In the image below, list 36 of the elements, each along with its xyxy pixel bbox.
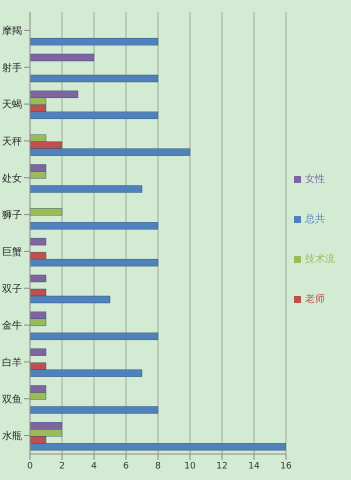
x-tick-label: 0 [27,461,34,472]
x-tick-label: 12 [216,461,228,472]
legend-label: 技术流 [305,254,335,265]
y-tick-label: 摩羯 [2,24,22,37]
bar [30,185,142,193]
x-tick-label: 8 [155,461,162,472]
x-tick-label: 14 [248,461,260,472]
y-tick-label: 双鱼 [2,393,22,406]
legend-label: 老师 [305,294,325,305]
legend-label: 女性 [305,174,325,185]
bar [30,222,158,230]
x-tick-label: 16 [280,461,292,472]
y-tick-label: 天蝎 [2,98,22,111]
y-tick-label: 天秤 [2,136,22,148]
y-tick-label: 金牛 [2,320,22,332]
bar [30,274,46,282]
y-tick-label: 白羊 [2,356,22,368]
y-tick-label: 巨蟹 [2,246,22,258]
bar [30,406,158,414]
bar [30,348,46,356]
bar [30,38,158,46]
legend-label: 总共 [305,214,325,225]
bar [30,238,46,246]
bar [30,332,158,340]
bar [30,74,158,82]
x-tick-label: 4 [91,461,98,472]
y-tick-label: 水瓶 [2,430,22,442]
bar [30,208,62,216]
y-tick-label: 双子 [2,284,22,295]
x-tick-label: 2 [59,461,65,472]
y-tick-label: 射手 [2,62,22,74]
x-tick-label: 6 [123,461,130,472]
bar [30,54,94,62]
y-tick-label: 处女 [2,172,22,184]
x-tick-label: 10 [184,461,196,472]
y-tick-label: 狮子 [2,209,22,222]
